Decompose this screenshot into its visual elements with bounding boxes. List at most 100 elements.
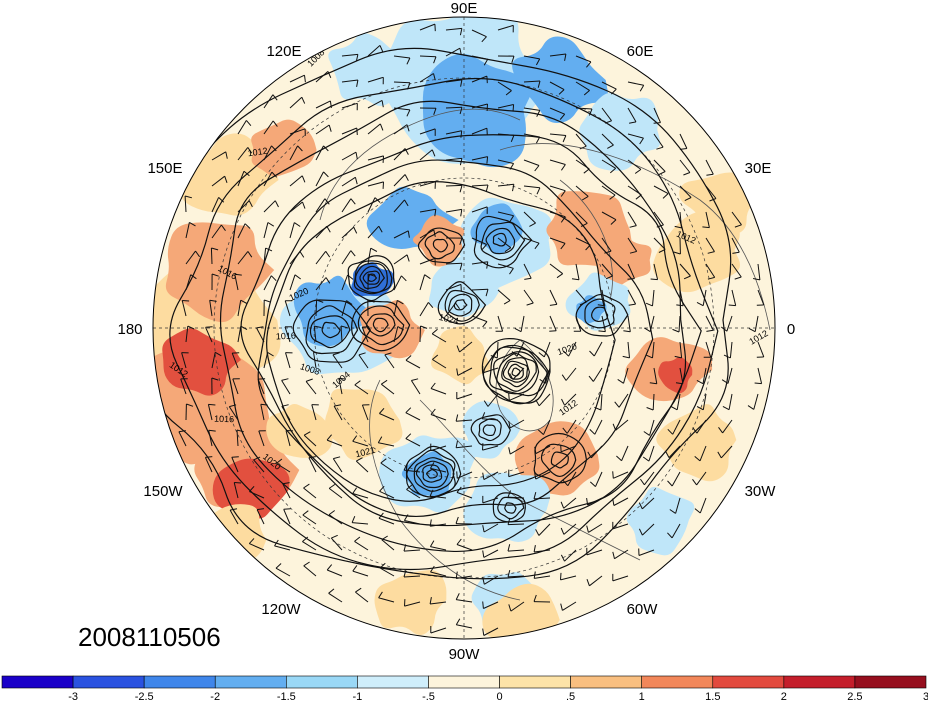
isobar-contour: [473, 215, 533, 269]
colorbar-tick-label: 3: [923, 691, 928, 702]
wind-barb: [650, 263, 659, 281]
wind-barb: [419, 181, 436, 189]
anomaly-patch-weak-neg: [626, 486, 695, 556]
wind-barb: [419, 73, 436, 83]
wind-barb: [455, 571, 473, 579]
wind-barb: [315, 171, 329, 187]
wind-barb: [679, 133, 688, 150]
wind-barb: [249, 485, 265, 499]
wind-barb: [508, 419, 525, 429]
wind-barb: [333, 404, 343, 421]
isobar-contour: [347, 255, 396, 302]
wind-barb: [185, 250, 201, 265]
anomaly-patch-mid-pos: [412, 215, 465, 267]
wind-barb: [471, 29, 487, 43]
wind-barb: [601, 263, 613, 280]
wind-barb: [643, 419, 655, 436]
wind-barb: [571, 263, 580, 281]
wind-barb: [367, 225, 383, 239]
wind-barb: [539, 367, 551, 384]
wind-barb: [205, 326, 213, 343]
wind-barb: [285, 352, 293, 369]
wind-barb: [284, 300, 293, 317]
wind-barb: [330, 534, 343, 551]
wind-barb: [393, 124, 410, 135]
wind-barb: [263, 247, 273, 265]
wind-barb: [497, 237, 512, 253]
wind-barb: [549, 237, 566, 250]
wind-barb: [575, 237, 591, 251]
wind-barb: [482, 523, 499, 533]
isobar-contour: [470, 414, 511, 446]
anomaly-patch-mid-neg: [575, 295, 607, 324]
wind-barb: [341, 151, 358, 161]
wind-barb: [211, 377, 219, 395]
isobar-contour: [437, 281, 487, 325]
wind-barb: [257, 378, 266, 395]
wind-barb: [455, 618, 473, 629]
wind-barb: [445, 184, 463, 193]
lon-label-120e: 120E: [266, 43, 301, 60]
wind-barb: [445, 208, 463, 217]
isobar-label: 1016: [276, 330, 297, 341]
wind-barb: [614, 393, 629, 408]
wind-barb: [211, 273, 219, 291]
wind-barb: [638, 497, 655, 510]
map-boundary: [152, 16, 776, 640]
sea-level-pressure-contours: [153, 47, 732, 580]
wind-barb: [432, 354, 447, 369]
isobar-contour: [482, 424, 497, 437]
wind-barb: [311, 404, 319, 421]
wind-barb: [638, 548, 655, 556]
wind-barb: [380, 379, 395, 395]
wind-barb: [403, 514, 421, 525]
wind-barb: [612, 521, 629, 530]
wind-barb: [352, 487, 369, 499]
wind-barb: [523, 159, 540, 172]
wind-barb: [429, 462, 447, 473]
wind-barb: [533, 491, 551, 500]
wind-barb: [341, 300, 353, 317]
wind-barb: [289, 274, 301, 291]
wind-barb: [627, 211, 637, 228]
wind-barb: [523, 107, 541, 117]
wind-barb: [367, 299, 375, 317]
wind-barb: [482, 443, 499, 451]
wind-barb: [208, 429, 216, 447]
wind-barb: [209, 299, 217, 317]
isobar-contour: [415, 460, 449, 489]
wind-barb: [703, 341, 712, 358]
isobar-contour: [351, 300, 411, 352]
wind-barb: [302, 536, 317, 551]
wind-barb: [754, 367, 763, 385]
wind-barb: [511, 341, 525, 357]
wind-barb: [341, 198, 356, 213]
isobar-contour: [501, 357, 531, 388]
wind-barb: [653, 237, 666, 253]
isobar-contour: [480, 221, 526, 261]
wind-barb: [672, 315, 681, 333]
wind-barb: [679, 159, 691, 176]
wind-barb: [313, 351, 321, 369]
wind-barb: [237, 147, 253, 161]
anomaly-patch-strong-neg: [351, 262, 395, 297]
wind-barb: [455, 440, 473, 449]
colorbar: -3 -2.5 -2 -1.5 -1 -.5 0 .5 1 1.5 2 2.5 3: [1, 675, 928, 702]
wind-barb: [509, 367, 525, 380]
wind-barb: [211, 151, 228, 161]
colorbar-swatch: [712, 675, 785, 689]
colorbar-swatch: [286, 675, 358, 689]
wind-barb: [653, 211, 664, 228]
wind-barb: [549, 263, 564, 279]
wind-barb: [456, 392, 473, 400]
colorbar-tick-label: -3: [68, 691, 78, 702]
wind-barb: [471, 261, 489, 269]
wind-barb: [341, 274, 354, 291]
wind-barb: [381, 535, 395, 551]
wind-barb: [456, 471, 473, 479]
wind-barb: [341, 250, 356, 265]
wind-barb: [258, 430, 266, 447]
colorbar-tick-label: 1: [639, 691, 645, 702]
wind-barb: [549, 107, 566, 120]
